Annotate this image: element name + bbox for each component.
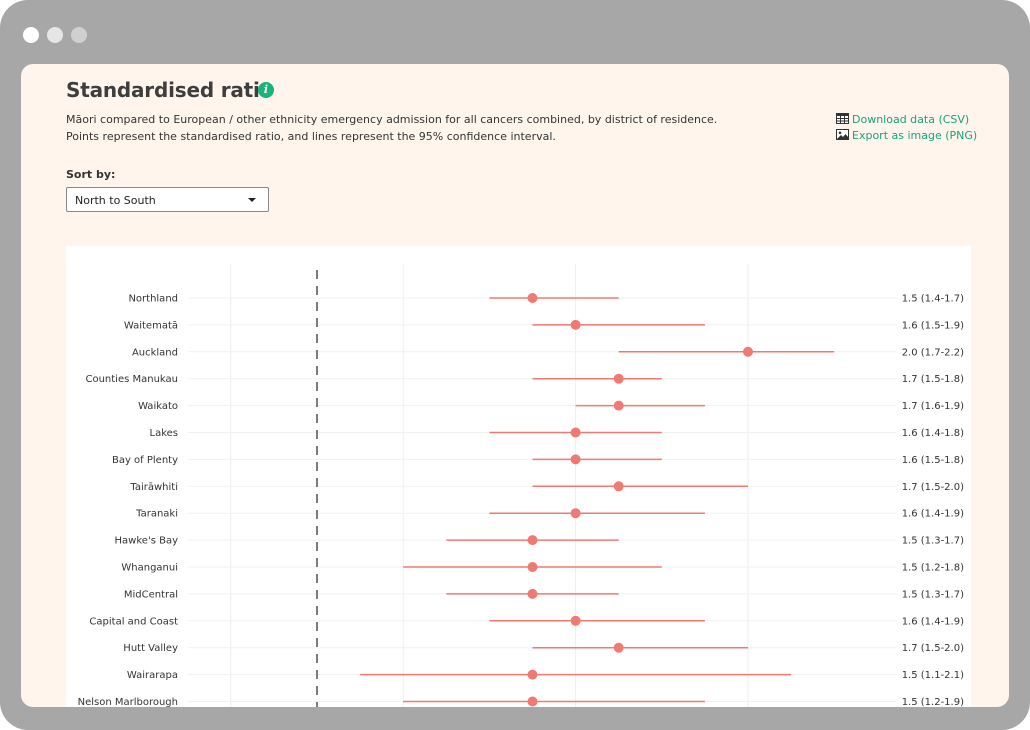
window-close-dot[interactable] [23,27,39,43]
window-maximize-dot[interactable] [71,27,87,43]
district-label: Hawke's Bay [115,536,179,547]
district-label: Wairarapa [127,670,178,681]
district-label: Lakes [150,428,179,439]
ratio-point [570,508,581,519]
window-minimize-dot[interactable] [47,27,63,43]
ratio-point [570,319,581,330]
download-csv-label: Download data (CSV) [852,113,970,126]
ratio-value-label: 2.0 (1.7-2.2) [902,347,964,358]
ratio-value-label: 1.7 (1.5-1.8) [902,374,964,385]
district-label: Bay of Plenty [112,455,178,466]
ratio-point [527,588,538,599]
district-label: Auckland [132,347,178,358]
chart-description: Māori compared to European / other ethni… [66,113,718,126]
sort-selected-value: North to South [75,194,156,207]
ratio-value-label: 1.6 (1.4-1.9) [902,509,964,520]
ratio-value-label: 1.6 (1.5-1.9) [902,320,964,331]
ratio-value-label: 1.6 (1.4-1.9) [902,616,964,627]
chart-description-note: Points represent the standardised ratio,… [66,130,556,143]
ratio-value-label: 1.7 (1.5-2.0) [902,482,964,493]
sort-select[interactable]: North to South [66,187,269,212]
ratio-value-label: 1.5 (1.2-1.9) [902,697,964,707]
district-label: Whanganui [121,563,178,574]
ratio-value-label: 1.5 (1.4-1.7) [902,294,964,305]
export-png-label: Export as image (PNG) [852,129,978,142]
ratio-point [570,615,581,626]
sort-label: Sort by: [66,168,116,181]
ratio-value-label: 1.7 (1.5-2.0) [902,643,964,654]
page-title: Standardised ratio [66,78,274,102]
ratio-point [527,535,538,546]
table-icon [836,113,849,124]
district-label: Waitematā [124,320,178,331]
content-window: Standardised ratio i Māori compared to E… [21,64,1009,707]
ratio-value-label: 1.5 (1.3-1.7) [902,589,964,600]
image-icon [836,129,849,140]
ratio-point [613,373,624,384]
ratio-point [743,346,753,357]
ratio-value-label: 1.5 (1.2-1.8) [902,563,964,574]
district-label: MidCentral [124,589,178,600]
ratio-value-label: 1.5 (1.3-1.7) [902,536,964,547]
forest-plot: Northland 1.5 (1.4-1.7) Waitematā 1.6 (1.5-… [78,264,964,707]
ratio-point [570,427,581,438]
chart-panel: Northland 1.5 (1.4-1.7) Waitematā 1.6 (1.5-… [66,246,971,707]
export-png-link[interactable]: Export as image (PNG) [836,129,977,142]
ratio-value-label: 1.5 (1.1-2.1) [902,670,964,681]
district-label: Northland [128,294,178,305]
chevron-down-icon [248,198,256,202]
ratio-point [527,669,538,680]
district-label: Tairāwhiti [129,482,178,493]
ratio-point [570,454,581,465]
district-label: Waikato [138,401,178,412]
ratio-point [527,293,538,303]
ratio-value-label: 1.7 (1.6-1.9) [902,401,964,412]
ratio-point [613,481,624,492]
district-label: Capital and Coast [89,616,178,627]
ratio-point [613,642,624,653]
download-csv-link[interactable]: Download data (CSV) [836,113,969,126]
district-label: Nelson Marlborough [78,697,178,707]
ratio-point [613,400,624,411]
district-label: Taranaki [135,509,178,520]
district-label: Hutt Valley [123,643,178,654]
info-icon[interactable]: i [258,82,274,98]
ratio-value-label: 1.6 (1.5-1.8) [902,455,964,466]
ratio-point [527,562,538,572]
ratio-point [527,696,538,707]
ratio-value-label: 1.6 (1.4-1.8) [902,428,964,439]
district-label: Counties Manukau [85,374,178,385]
